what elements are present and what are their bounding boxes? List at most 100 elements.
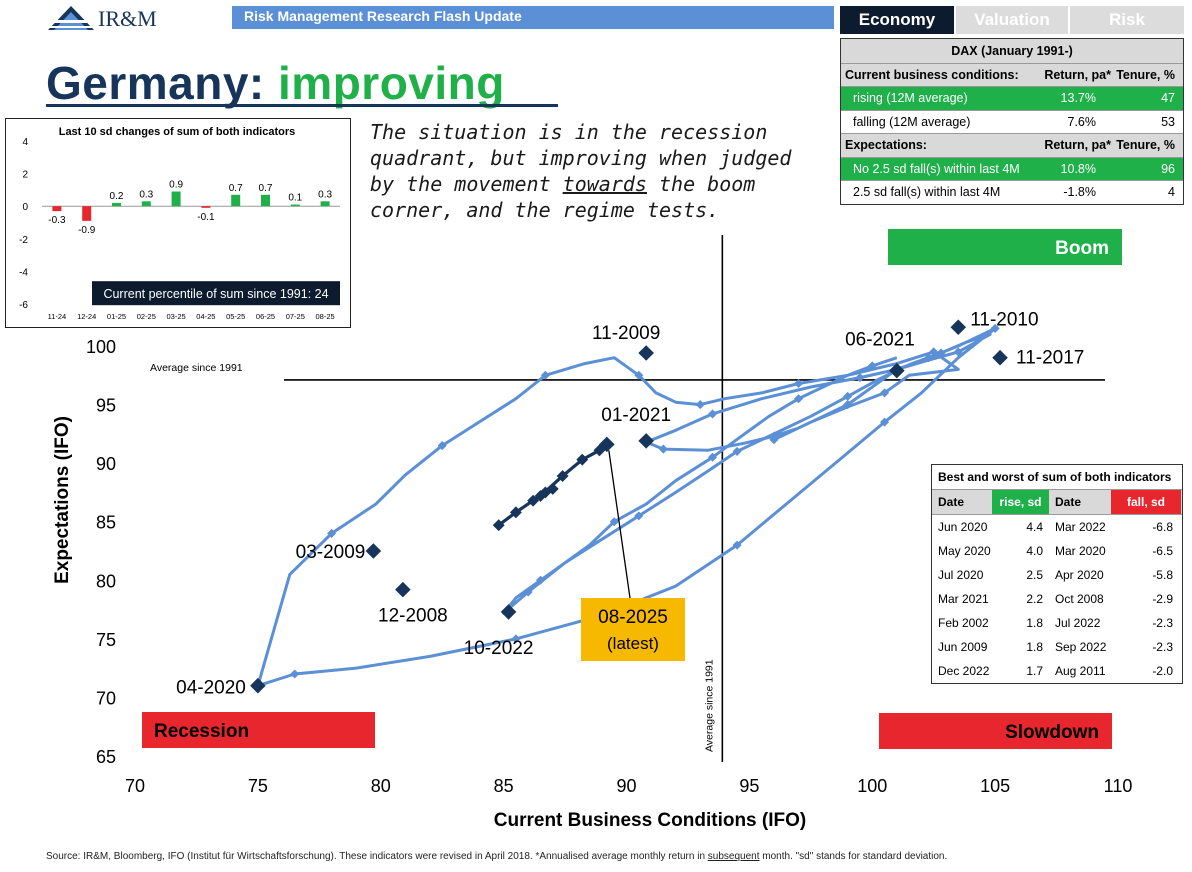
dax-row-tenure: 4 — [1168, 185, 1175, 200]
x-tick-label: 100 — [857, 776, 887, 796]
mini-x-tick: 11-24 — [48, 312, 67, 321]
mini-bar — [231, 194, 241, 207]
mini-bar — [171, 191, 181, 207]
row-date-fall: Apr 2020 — [1055, 568, 1104, 582]
dax-section-business: Current business conditions: Return, pa*… — [841, 62, 1183, 86]
recent-marker — [534, 490, 547, 502]
y-tick-label: 75 — [96, 630, 116, 650]
latest-callout-note: (latest) — [607, 634, 659, 653]
y-tick-label: 85 — [96, 513, 116, 533]
mini-bar — [141, 201, 151, 207]
row-rise: 4.4 — [1026, 520, 1043, 534]
irm-logo — [48, 6, 94, 30]
page-title: Germany: improving — [46, 56, 505, 110]
y-tick-label: 70 — [96, 688, 116, 708]
dax-row-label: 2.5 sd fall(s) within last 4M — [853, 185, 1001, 200]
dax-col-return: Return, pa* — [1044, 67, 1111, 82]
y-tick-label: 65 — [96, 747, 116, 767]
best-worst-table: Best and worst of sum of both indicators… — [931, 464, 1183, 684]
latest-callout-box — [581, 598, 685, 661]
point-marker — [950, 319, 967, 336]
row-fall: -2.3 — [1152, 616, 1173, 630]
dax-row-tenure: 53 — [1161, 114, 1175, 129]
row-date-rise: Mar 2021 — [938, 592, 989, 606]
mini-bar-value: 0.7 — [259, 183, 273, 194]
best-worst-row: May 2020 4.0 Mar 2020 -6.5 — [932, 539, 1182, 563]
row-rise: 1.7 — [1026, 664, 1043, 678]
best-worst-row: Jun 2020 4.4 Mar 2022 -6.8 — [932, 515, 1182, 539]
mini-x-tick: 05-25 — [226, 312, 245, 321]
row-date-fall: Sep 2022 — [1055, 640, 1107, 654]
header-date-fall: Date — [1055, 495, 1082, 509]
mini-bar-value: 0.7 — [229, 183, 243, 194]
row-rise: 1.8 — [1026, 616, 1043, 630]
best-worst-row: Jul 2020 2.5 Apr 2020 -5.8 — [932, 563, 1182, 587]
row-date-fall: Mar 2020 — [1055, 544, 1106, 558]
recent-marker — [492, 519, 505, 532]
dax-row-tenure: 96 — [1161, 161, 1175, 176]
commentary-part2: the boom corner, and the regime tests. — [370, 172, 756, 222]
point-label: 04-2020 — [176, 678, 246, 699]
quadrant-boom-label: Boom — [1055, 238, 1109, 259]
source-note: Source: IR&M, Bloomberg, IFO (Institut f… — [46, 851, 947, 862]
title-status: improving — [278, 57, 505, 109]
dax-row-label: No 2.5 sd fall(s) within last 4M — [853, 161, 1020, 176]
y-tick-label: 80 — [96, 571, 116, 591]
source-part1: Source: IR&M, Bloomberg, IFO (Institut f… — [46, 851, 705, 862]
best-worst-title: Best and worst of sum of both indicators — [932, 465, 1182, 490]
dax-section-label: Current business conditions: — [845, 67, 1019, 82]
x-tick-label: 90 — [616, 776, 636, 796]
dax-row: 2.5 sd fall(s) within last 4M -1.8% 4 — [841, 180, 1183, 204]
point-label: 06-2021 — [845, 330, 915, 351]
row-date-fall: Mar 2022 — [1055, 520, 1106, 534]
dax-row: falling (12M average) 7.6% 53 — [841, 109, 1183, 134]
dax-row-return: 10.8% — [1060, 161, 1096, 176]
mini-bar — [290, 204, 300, 207]
history-marker — [867, 361, 877, 371]
mini-bar — [261, 194, 270, 207]
tab-risk[interactable]: Risk — [1068, 6, 1184, 34]
dax-table: DAX (January 1991-) Current business con… — [840, 38, 1184, 205]
mini-bar-value: 0.2 — [110, 191, 124, 202]
mini-bar-value: 0.1 — [288, 193, 302, 204]
dax-row-tenure: 47 — [1161, 91, 1175, 106]
row-fall: -2.3 — [1152, 640, 1173, 654]
mini-bar-value: -0.1 — [197, 212, 215, 223]
point-label: 11-2010 — [970, 309, 1038, 330]
dax-section-expectations: Expectations: Return, pa* Tenure, % — [841, 133, 1183, 157]
tab-valuation[interactable]: Valuation — [954, 6, 1068, 34]
x-tick-label: 75 — [248, 776, 268, 796]
row-fall: -2.0 — [1152, 664, 1173, 678]
row-rise: 4.0 — [1026, 544, 1043, 558]
history-marker — [540, 370, 550, 380]
dax-row-label: rising (12M average) — [853, 91, 968, 106]
mini-y-tick: -2 — [19, 235, 28, 246]
mini-x-tick: 04-25 — [196, 312, 215, 321]
row-date-rise: Jun 2009 — [938, 640, 988, 654]
history-marker — [990, 323, 1000, 333]
mini-x-tick: 08-25 — [316, 312, 335, 321]
sd-changes-chart: Last 10 sd changes of sum of both indica… — [5, 118, 351, 328]
dax-row-label: falling (12M average) — [853, 114, 971, 129]
history-marker — [535, 575, 546, 585]
row-rise: 2.5 — [1026, 568, 1043, 582]
point-marker — [638, 433, 654, 449]
row-fall: -6.5 — [1152, 544, 1173, 558]
dax-section-label: Expectations: — [845, 138, 927, 153]
row-fall: -2.9 — [1152, 592, 1173, 606]
header-rise: rise, sd — [992, 490, 1049, 514]
mini-x-tick: 07-25 — [286, 312, 305, 321]
history-marker — [880, 388, 890, 398]
history-marker — [880, 417, 890, 427]
avg-horizontal-label: Average since 1991 — [150, 362, 243, 374]
history-marker — [695, 400, 705, 410]
dax-row-return: -1.8% — [1063, 185, 1096, 200]
point-label: 03-2009 — [296, 542, 366, 563]
row-date-rise: Feb 2002 — [938, 616, 989, 630]
best-worst-row: Feb 2002 1.8 Jul 2022 -2.3 — [932, 611, 1182, 635]
mini-note-box — [92, 281, 340, 306]
tab-economy[interactable]: Economy — [840, 6, 954, 34]
mini-y-tick: 0 — [22, 202, 28, 213]
row-rise: 2.2 — [1026, 592, 1043, 606]
